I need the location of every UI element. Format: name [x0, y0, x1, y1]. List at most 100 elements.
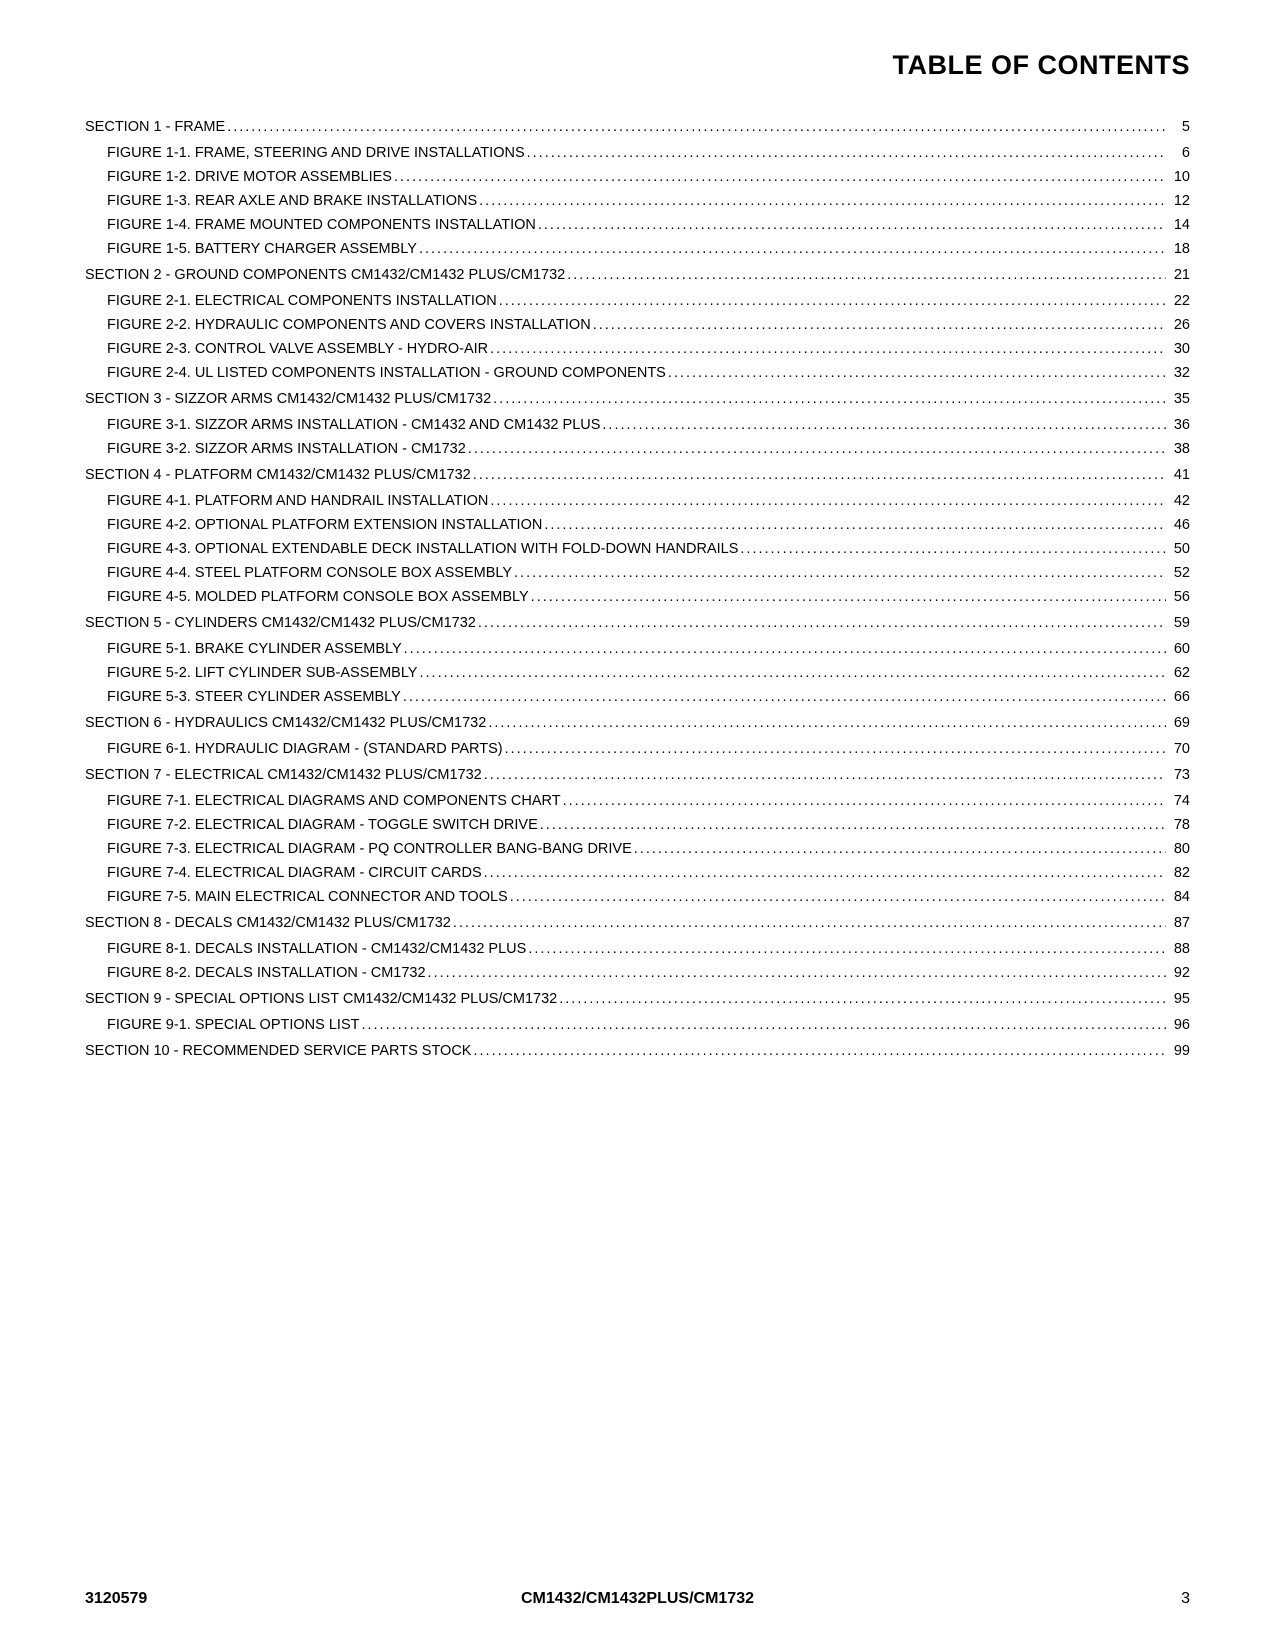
toc-figure-label: FIGURE 8-2. DECALS INSTALLATION - CM1732: [107, 965, 426, 981]
toc-figure-label: FIGURE 7-3. ELECTRICAL DIAGRAM - PQ CONT…: [107, 841, 632, 857]
toc-section-label: SECTION 7 - ELECTRICAL CM1432/CM1432 PLU…: [85, 767, 482, 783]
toc-figure-page: 74: [1168, 793, 1190, 809]
toc-dots: [505, 741, 1166, 757]
toc-figure: FIGURE 4-2. OPTIONAL PLATFORM EXTENSION …: [107, 517, 1190, 533]
toc-section: SECTION 8 - DECALS CM1432/CM1432 PLUS/CM…: [85, 915, 1190, 931]
toc-figure-page: 18: [1168, 241, 1190, 257]
toc-dots: [668, 365, 1166, 381]
toc-dots: [563, 793, 1166, 809]
toc-dots: [490, 493, 1166, 509]
toc-section-page: 59: [1168, 615, 1190, 631]
toc-dots: [473, 467, 1166, 483]
toc-dots: [531, 589, 1166, 605]
toc-figure-label: FIGURE 4-2. OPTIONAL PLATFORM EXTENSION …: [107, 517, 542, 533]
toc-dots: [740, 541, 1166, 557]
toc-dots: [493, 391, 1166, 407]
toc-figure-label: FIGURE 1-1. FRAME, STEERING AND DRIVE IN…: [107, 145, 525, 161]
toc-section: SECTION 7 - ELECTRICAL CM1432/CM1432 PLU…: [85, 767, 1190, 783]
toc-dots: [478, 615, 1166, 631]
toc-dots: [473, 1043, 1166, 1059]
toc-figure-label: FIGURE 1-5. BATTERY CHARGER ASSEMBLY: [107, 241, 417, 257]
toc-figure-label: FIGURE 4-4. STEEL PLATFORM CONSOLE BOX A…: [107, 565, 512, 581]
toc-section-label: SECTION 10 - RECOMMENDED SERVICE PARTS S…: [85, 1043, 471, 1059]
toc-figure-label: FIGURE 4-3. OPTIONAL EXTENDABLE DECK INS…: [107, 541, 738, 557]
toc-dots: [527, 145, 1166, 161]
toc-figure: FIGURE 8-1. DECALS INSTALLATION - CM1432…: [107, 941, 1190, 957]
toc-figure-page: 62: [1168, 665, 1190, 681]
toc-figure: FIGURE 2-3. CONTROL VALVE ASSEMBLY - HYD…: [107, 341, 1190, 357]
toc-dots: [361, 1017, 1166, 1033]
toc-dots: [602, 417, 1166, 433]
toc-figure-page: 82: [1168, 865, 1190, 881]
toc-figure-page: 14: [1168, 217, 1190, 233]
toc-section: SECTION 9 - SPECIAL OPTIONS LIST CM1432/…: [85, 991, 1190, 1007]
toc-figure: FIGURE 4-4. STEEL PLATFORM CONSOLE BOX A…: [107, 565, 1190, 581]
toc-figure: FIGURE 1-5. BATTERY CHARGER ASSEMBLY 18: [107, 241, 1190, 257]
toc-figure-label: FIGURE 4-5. MOLDED PLATFORM CONSOLE BOX …: [107, 589, 529, 605]
toc-figure-page: 84: [1168, 889, 1190, 905]
toc-figure: FIGURE 4-1. PLATFORM AND HANDRAIL INSTAL…: [107, 493, 1190, 509]
toc-dots: [419, 665, 1166, 681]
toc-section-page: 99: [1168, 1043, 1190, 1059]
toc-figure: FIGURE 2-2. HYDRAULIC COMPONENTS AND COV…: [107, 317, 1190, 333]
toc-dots: [479, 193, 1166, 209]
toc-figure-page: 50: [1168, 541, 1190, 557]
toc-figure: FIGURE 5-2. LIFT CYLINDER SUB-ASSEMBLY62: [107, 665, 1190, 681]
toc-figure-label: FIGURE 2-2. HYDRAULIC COMPONENTS AND COV…: [107, 317, 591, 333]
toc-figure-label: FIGURE 2-4. UL LISTED COMPONENTS INSTALL…: [107, 365, 666, 381]
toc-dots: [490, 341, 1166, 357]
toc-dots: [403, 689, 1166, 705]
toc-figure-page: 80: [1168, 841, 1190, 857]
toc-figure-label: FIGURE 2-1. ELECTRICAL COMPONENTS INSTAL…: [107, 293, 497, 309]
toc-figure-page: 30: [1168, 341, 1190, 357]
toc-figure: FIGURE 7-1. ELECTRICAL DIAGRAMS AND COMP…: [107, 793, 1190, 809]
toc-dots: [514, 565, 1166, 581]
toc-section-label: SECTION 4 - PLATFORM CM1432/CM1432 PLUS/…: [85, 467, 471, 483]
toc-figure-page: 66: [1168, 689, 1190, 705]
toc-figure-label: FIGURE 7-2. ELECTRICAL DIAGRAM - TOGGLE …: [107, 817, 538, 833]
toc-section-page: 95: [1168, 991, 1190, 1007]
toc-section-label: SECTION 5 - CYLINDERS CM1432/CM1432 PLUS…: [85, 615, 476, 631]
toc-figure-label: FIGURE 1-3. REAR AXLE AND BRAKE INSTALLA…: [107, 193, 477, 209]
toc-section: SECTION 2 - GROUND COMPONENTS CM1432/CM1…: [85, 267, 1190, 283]
toc-dots: [453, 915, 1166, 931]
toc-dots: [559, 991, 1166, 1007]
toc-figure-label: FIGURE 3-1. SIZZOR ARMS INSTALLATION - C…: [107, 417, 600, 433]
toc-figure-page: 60: [1168, 641, 1190, 657]
toc-section-page: 21: [1168, 267, 1190, 283]
toc-section: SECTION 3 - SIZZOR ARMS CM1432/CM1432 PL…: [85, 391, 1190, 407]
toc-dots: [484, 865, 1166, 881]
toc-figure-label: FIGURE 7-1. ELECTRICAL DIAGRAMS AND COMP…: [107, 793, 561, 809]
toc-figure: FIGURE 8-2. DECALS INSTALLATION - CM1732…: [107, 965, 1190, 981]
toc-figure-label: FIGURE 6-1. HYDRAULIC DIAGRAM - (STANDAR…: [107, 741, 503, 757]
toc-dots: [499, 293, 1166, 309]
toc-section-page: 73: [1168, 767, 1190, 783]
toc-figure-page: 56: [1168, 589, 1190, 605]
toc-dots: [544, 517, 1166, 533]
toc-figure: FIGURE 6-1. HYDRAULIC DIAGRAM - (STANDAR…: [107, 741, 1190, 757]
toc-figure-page: 10: [1168, 169, 1190, 185]
toc-figure-page: 38: [1168, 441, 1190, 457]
toc-section-label: SECTION 3 - SIZZOR ARMS CM1432/CM1432 PL…: [85, 391, 491, 407]
toc-figure: FIGURE 7-3. ELECTRICAL DIAGRAM - PQ CONT…: [107, 841, 1190, 857]
toc-figure-page: 88: [1168, 941, 1190, 957]
toc-figure: FIGURE 3-2. SIZZOR ARMS INSTALLATION - C…: [107, 441, 1190, 457]
footer-center: CM1432/CM1432PLUS/CM1732: [521, 1590, 754, 1608]
toc-figure-page: 42: [1168, 493, 1190, 509]
toc-figure-label: FIGURE 7-4. ELECTRICAL DIAGRAM - CIRCUIT…: [107, 865, 482, 881]
toc-figure: FIGURE 4-3. OPTIONAL EXTENDABLE DECK INS…: [107, 541, 1190, 557]
toc-figure: FIGURE 7-4. ELECTRICAL DIAGRAM - CIRCUIT…: [107, 865, 1190, 881]
toc-dots: [227, 119, 1166, 135]
toc-figure-label: FIGURE 5-3. STEER CYLINDER ASSEMBLY: [107, 689, 401, 705]
toc-dots: [394, 169, 1166, 185]
toc-figure-label: FIGURE 1-2. DRIVE MOTOR ASSEMBLIES: [107, 169, 392, 185]
toc-section-page: 69: [1168, 715, 1190, 731]
toc-section-label: SECTION 6 - HYDRAULICS CM1432/CM1432 PLU…: [85, 715, 486, 731]
toc-figure-page: 70: [1168, 741, 1190, 757]
toc-figure-page: 32: [1168, 365, 1190, 381]
toc-section-label: SECTION 8 - DECALS CM1432/CM1432 PLUS/CM…: [85, 915, 451, 931]
footer: 3120579 CM1432/CM1432PLUS/CM1732 3: [85, 1590, 1190, 1608]
toc-figure: FIGURE 4-5. MOLDED PLATFORM CONSOLE BOX …: [107, 589, 1190, 605]
footer-left: 3120579: [85, 1590, 147, 1608]
toc-section-page: 87: [1168, 915, 1190, 931]
